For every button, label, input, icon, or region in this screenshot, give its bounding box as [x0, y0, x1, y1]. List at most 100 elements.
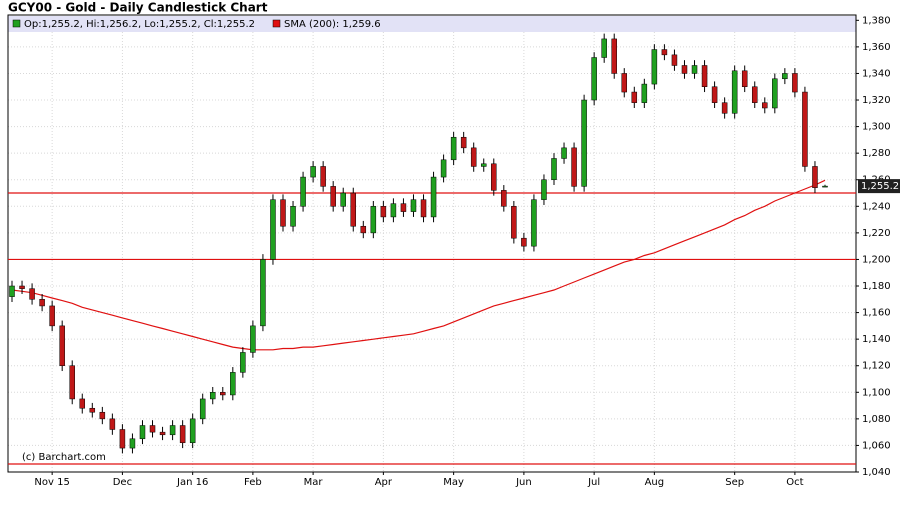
candle-body: [661, 49, 668, 56]
plot-frame: [7, 14, 857, 473]
candle-body: [651, 49, 658, 85]
candle-body: [410, 199, 417, 212]
candle-body: [440, 159, 447, 178]
candle-body: [199, 398, 206, 420]
sma-line: [11, 179, 826, 351]
x-tick-label: Jun: [515, 477, 532, 488]
candle-body: [220, 392, 226, 396]
legend-band: [8, 16, 856, 32]
y-tick-label: 1,300: [862, 122, 891, 133]
candle-body: [240, 352, 246, 373]
candle-body: [350, 192, 357, 227]
x-tick-label: Dec: [113, 477, 132, 488]
y-tick-label: 1,080: [862, 414, 891, 425]
y-tick-label: 1,340: [862, 68, 891, 79]
candle-body: [270, 199, 276, 260]
candle-body: [711, 86, 718, 103]
candle-body: [159, 431, 166, 436]
candle-body: [671, 54, 678, 66]
candle-body: [491, 163, 497, 191]
candle-body: [731, 70, 738, 114]
y-tick-label: 1,320: [862, 95, 891, 106]
candle-body: [450, 136, 457, 161]
candle-body: [701, 65, 708, 87]
x-tick-label: Jul: [587, 477, 600, 488]
chart-title: GCY00 - Gold - Daily Candlestick Chart: [8, 1, 268, 15]
candle-body: [460, 136, 467, 149]
candle-body: [290, 206, 296, 227]
candle-body: [360, 225, 367, 234]
candle-body: [762, 102, 768, 109]
candle-body: [189, 418, 196, 444]
candle-body: [420, 199, 427, 218]
candle-body: [812, 166, 818, 188]
y-tick-label: 1,160: [862, 308, 891, 319]
candle-body: [621, 73, 628, 93]
candle-body: [119, 429, 126, 449]
candle-body: [179, 425, 186, 444]
x-tick-label: Oct: [786, 477, 803, 488]
legend-sma: SMA (200): 1,259.6: [284, 19, 381, 30]
candle-body: [49, 305, 55, 327]
candle-body: [370, 206, 377, 234]
candle-body: [601, 38, 607, 58]
candle-body: [129, 438, 136, 449]
candle-body: [641, 83, 648, 103]
candle-body: [581, 99, 587, 187]
candle-body: [79, 398, 86, 409]
candle-body: [551, 158, 557, 180]
y-tick-label: 1,280: [862, 148, 891, 159]
candle-body: [99, 411, 106, 420]
candle-body: [511, 206, 517, 239]
x-tick-label: Feb: [244, 477, 262, 488]
candle-body: [501, 190, 507, 207]
candle-body: [521, 237, 527, 247]
candle-body: [591, 57, 597, 101]
candle-body: [721, 102, 728, 114]
x-tick-label: Nov 15: [34, 477, 69, 488]
candle-body: [822, 185, 828, 188]
candle-body: [611, 38, 617, 74]
y-tick-label: 1,120: [862, 361, 891, 372]
y-tick-label: 1,100: [862, 387, 891, 398]
candle-body: [310, 166, 316, 178]
candle-body: [209, 392, 216, 400]
candle-body: [280, 199, 286, 227]
candle-body: [400, 203, 407, 212]
candle-body: [571, 147, 577, 187]
candle-body: [802, 91, 808, 167]
y-tick-label: 1,060: [862, 440, 891, 451]
candle-body: [561, 147, 567, 159]
candle-body: [19, 285, 25, 289]
candle-body: [430, 176, 437, 218]
candle-body: [300, 176, 306, 207]
candle-body: [330, 186, 336, 207]
candle-body: [149, 425, 156, 433]
y-tick-label: 1,220: [862, 228, 891, 239]
candle-body: [531, 199, 537, 247]
last-price-label: 1,255.2: [861, 181, 899, 192]
candle-body: [691, 65, 698, 74]
candle-body: [480, 163, 487, 167]
candle-body: [320, 166, 326, 187]
last-price-box: [858, 179, 900, 194]
candle-body: [380, 206, 387, 218]
candle-body: [541, 179, 547, 200]
y-tick-label: 1,240: [862, 201, 891, 212]
x-tick-label: Jan 16: [176, 477, 208, 488]
candle-body: [89, 407, 96, 413]
candle-body: [741, 70, 748, 87]
y-tick-label: 1,360: [862, 42, 891, 53]
legend-ohlc: Op:1,255.2, Hi:1,256.2, Lo:1,255.2, Cl:1…: [24, 19, 255, 30]
legend-swatch: [272, 19, 281, 28]
candle-body: [250, 325, 256, 353]
x-tick-label: May: [443, 477, 464, 488]
candle-body: [751, 86, 758, 103]
candle-body: [39, 299, 45, 307]
candle-body: [69, 365, 75, 400]
legend-swatch: [12, 19, 21, 28]
x-tick-label: Aug: [645, 477, 665, 488]
credit: (c) Barchart.com: [22, 452, 106, 463]
candle-body: [260, 259, 266, 327]
